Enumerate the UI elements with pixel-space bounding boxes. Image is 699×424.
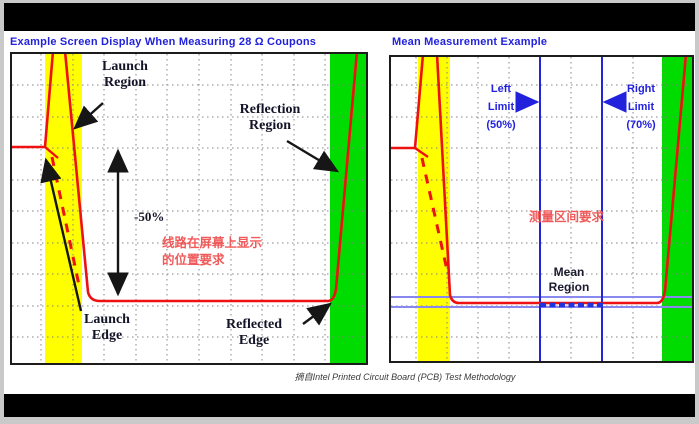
mean-region-label: Mean Region (548, 265, 590, 294)
tdr-trace-knee (44, 146, 59, 159)
bottom-letterbox-bar (4, 394, 695, 417)
source-caption: 摘自Intel Printed Circuit Board (PCB) Test… (294, 372, 516, 382)
launch-region-arrow (73, 102, 104, 130)
right-chart-figure (391, 57, 692, 361)
right-chinese-note: 测量区间要求 (529, 210, 605, 224)
tdr-trace-knee (414, 147, 429, 158)
drop-percent-label: -50% (134, 209, 165, 224)
reflection-region-arrow (286, 139, 340, 173)
right-limit-label: Right Limit (70%) (626, 83, 656, 131)
right-chart (389, 55, 694, 363)
left-chinese-note: 线路在屏幕上显示 的位置要求 (162, 236, 263, 267)
tdr-trace (12, 54, 359, 303)
reflection-region-band (330, 54, 366, 363)
tdr-trace-dashed-edge (420, 157, 449, 271)
right-panel-title: Mean Measurement Example (392, 36, 548, 48)
left-chart-figure (12, 54, 366, 363)
reflected-edge-label: Reflected Edge (226, 317, 282, 348)
launch-edge-arrow (40, 157, 83, 312)
reflected-edge-arrow (302, 302, 332, 326)
reflection-region-label: Reflection Region (239, 102, 301, 133)
left-limit-label: Left Limit (50%) (486, 83, 516, 131)
left-panel-title: Example Screen Display When Measuring 28… (10, 36, 317, 48)
grid-lines (391, 57, 692, 361)
launch-region-label: Launch Region (102, 59, 148, 90)
top-letterbox-bar (4, 3, 695, 31)
left-chart (10, 52, 368, 365)
launch-edge-label: Launch Edge (84, 312, 130, 343)
reflection-region-band (662, 57, 692, 361)
tdr-trace (391, 57, 688, 305)
